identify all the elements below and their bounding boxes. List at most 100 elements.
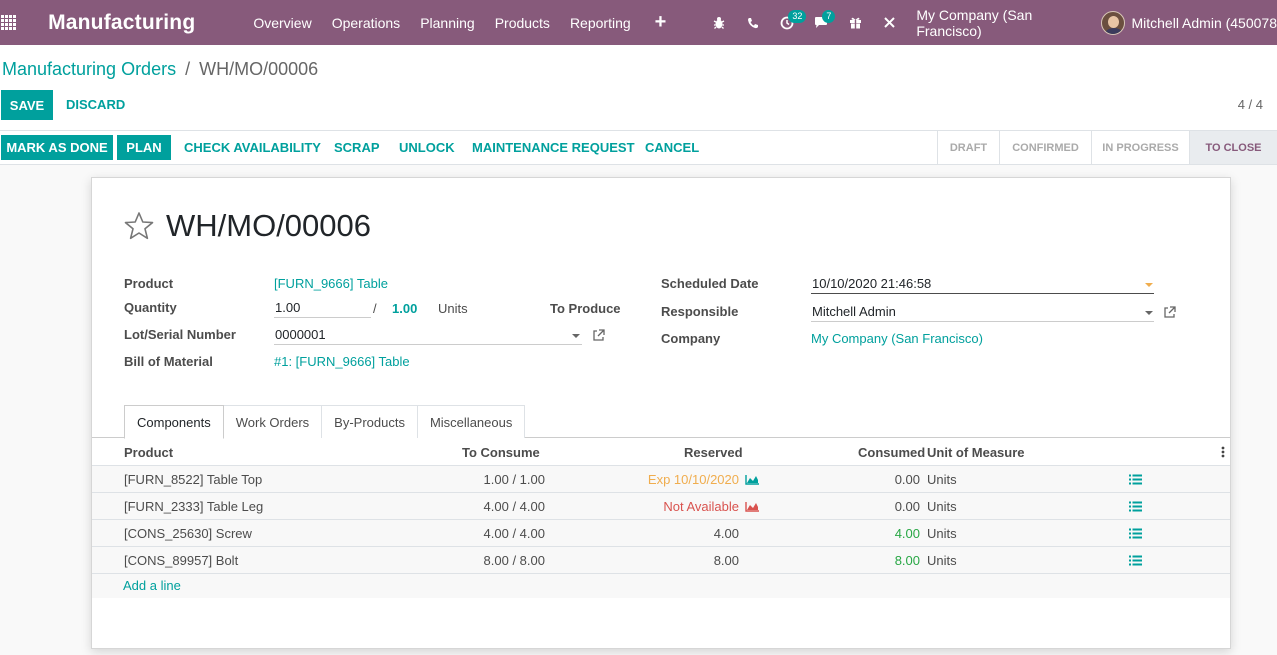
row-uom: Units [927,472,957,487]
stage-to-close[interactable]: TO CLOSE [1189,131,1277,164]
date-picker-caret[interactable] [1145,283,1153,287]
row-uom: Units [927,499,957,514]
company-label: Company [661,331,721,346]
lot-dropdown-caret[interactable] [572,334,580,338]
row-consumed: 8.00 [894,553,920,568]
scrap-button[interactable]: SCRAP [334,140,380,155]
optional-columns-icon[interactable] [1221,446,1225,458]
lot-serial-input[interactable] [274,325,582,345]
add-a-line-link[interactable]: Add a line [123,578,181,593]
col-product[interactable]: Product [124,445,174,460]
menu-reporting[interactable]: Reporting [569,14,631,31]
bom-link[interactable]: #1: [FURN_9666] Table [274,354,410,369]
unlock-button[interactable]: UNLOCK [399,140,455,155]
scheduled-date-input[interactable] [811,274,1154,294]
area-chart-icon[interactable] [745,501,760,512]
stage-in-progress[interactable]: IN PROGRESS [1091,131,1189,164]
col-consumed[interactable]: Consumed [858,445,926,460]
detailed-operations-icon[interactable] [1129,474,1142,485]
systray: 32 7 [702,0,906,45]
row-product: [CONS_25630] Screw [124,526,252,541]
apps-grid-icon[interactable] [1,14,18,31]
row-reserved: 4.00 [713,526,739,541]
check-availability-button[interactable]: CHECK AVAILABILITY [184,140,321,155]
plan-button[interactable]: PLAN [117,135,171,160]
breadcrumb: Manufacturing Orders / WH/MO/00006 [2,59,318,80]
user-name: Mitchell Admin (450078 [1131,14,1277,31]
row-to-consume: 1.00 / 1.00 [483,472,545,487]
row-to-consume: 8.00 / 8.00 [483,553,545,568]
responsible-external-link-icon[interactable] [1163,305,1177,319]
responsible-dropdown-caret[interactable] [1145,311,1153,315]
form-sheet: WH/MO/00006 Product [FURN_9666] Table Qu… [91,177,1231,649]
menu-planning[interactable]: Planning [420,14,475,31]
statusbar: MARK AS DONE PLAN CHECK AVAILABILITY SCR… [0,131,1277,165]
row-consumed: 0.00 [894,472,920,487]
table-row[interactable]: [FURN_8522] Table Top 1.00 / 1.00 Exp 10… [92,466,1230,493]
messages-icon[interactable]: 7 [804,0,838,45]
detailed-operations-icon[interactable] [1129,528,1142,539]
table-row[interactable]: [CONS_25630] Screw 4.00 / 4.00 4.00 4.00… [92,520,1230,547]
menu-products[interactable]: Products [494,14,550,31]
stage-confirmed[interactable]: CONFIRMED [999,131,1091,164]
activity-badge: 32 [788,10,807,23]
breadcrumb-parent[interactable]: Manufacturing Orders [2,59,177,79]
col-unit-of-measure[interactable]: Unit of Measure [927,445,1025,460]
pager[interactable]: 4 / 4 [1237,97,1263,112]
quantity-input[interactable] [274,298,371,318]
product-label: Product [124,276,174,291]
discard-button[interactable]: DISCARD [66,97,126,112]
avatar [1101,10,1126,35]
title-row: WH/MO/00006 [124,208,371,244]
star-icon[interactable] [124,211,154,241]
app-title[interactable]: Manufacturing [48,10,196,34]
activity-clock-icon[interactable]: 32 [770,0,807,45]
col-to-consume[interactable]: To Consume [462,445,540,460]
company-link[interactable]: My Company (San Francisco) [811,331,983,346]
detailed-operations-icon[interactable] [1129,501,1142,512]
save-button[interactable]: SAVE [1,90,53,120]
row-to-consume: 4.00 / 4.00 [483,499,545,514]
table-row[interactable]: [CONS_89957] Bolt 8.00 / 8.00 8.00 8.00 … [92,547,1230,574]
tab-divider [92,437,1230,438]
row-to-consume: 4.00 / 4.00 [483,526,545,541]
add-line-row [92,574,1230,598]
menu-operations[interactable]: Operations [331,14,401,31]
control-panel: Manufacturing Orders / WH/MO/00006 SAVE … [0,45,1277,131]
row-uom: Units [927,553,957,568]
product-link[interactable]: [FURN_9666] Table [274,276,388,291]
row-reserved: 8.00 [713,553,739,568]
menu-overview[interactable]: Overview [253,14,312,31]
row-product: [FURN_2333] Table Leg [124,499,264,514]
row-reserved: Not Available [663,499,739,514]
tab-miscellaneous[interactable]: Miscellaneous [416,405,526,438]
cancel-button[interactable]: CANCEL [645,140,700,155]
to-produce-label: To Produce [550,301,621,316]
gift-icon[interactable] [838,0,872,45]
table-row[interactable]: [FURN_2333] Table Leg 4.00 / 4.00 Not Av… [92,493,1230,520]
responsible-input[interactable] [811,302,1154,322]
plus-icon[interactable]: + [654,11,667,33]
quantity-label: Quantity [124,300,177,315]
tab-by-products[interactable]: By-Products [321,405,418,438]
top-navbar: Manufacturing Overview Operations Planni… [0,0,1277,45]
external-link-icon[interactable] [592,328,606,342]
maintenance-request-button[interactable]: MAINTENANCE REQUEST [472,140,635,155]
breadcrumb-current: WH/MO/00006 [199,59,319,79]
row-consumed: 0.00 [894,499,920,514]
col-reserved[interactable]: Reserved [684,445,743,460]
phone-icon[interactable] [736,0,770,45]
stage-draft[interactable]: DRAFT [937,131,999,164]
company-switcher[interactable]: My Company (San Francisco) [916,6,1033,39]
notebook-tabs: Components Work Orders By-Products Misce… [124,405,526,439]
user-menu[interactable]: Mitchell Admin (450078 [1101,10,1277,35]
bug-icon[interactable] [702,0,736,45]
quantity-uom: Units [438,301,468,316]
tab-work-orders[interactable]: Work Orders [222,405,323,438]
mark-as-done-button[interactable]: MARK AS DONE [1,135,113,160]
tab-components[interactable]: Components [124,405,224,439]
area-chart-icon[interactable] [745,474,760,485]
tools-icon[interactable] [872,0,906,45]
detailed-operations-icon[interactable] [1129,555,1142,566]
row-uom: Units [927,526,957,541]
